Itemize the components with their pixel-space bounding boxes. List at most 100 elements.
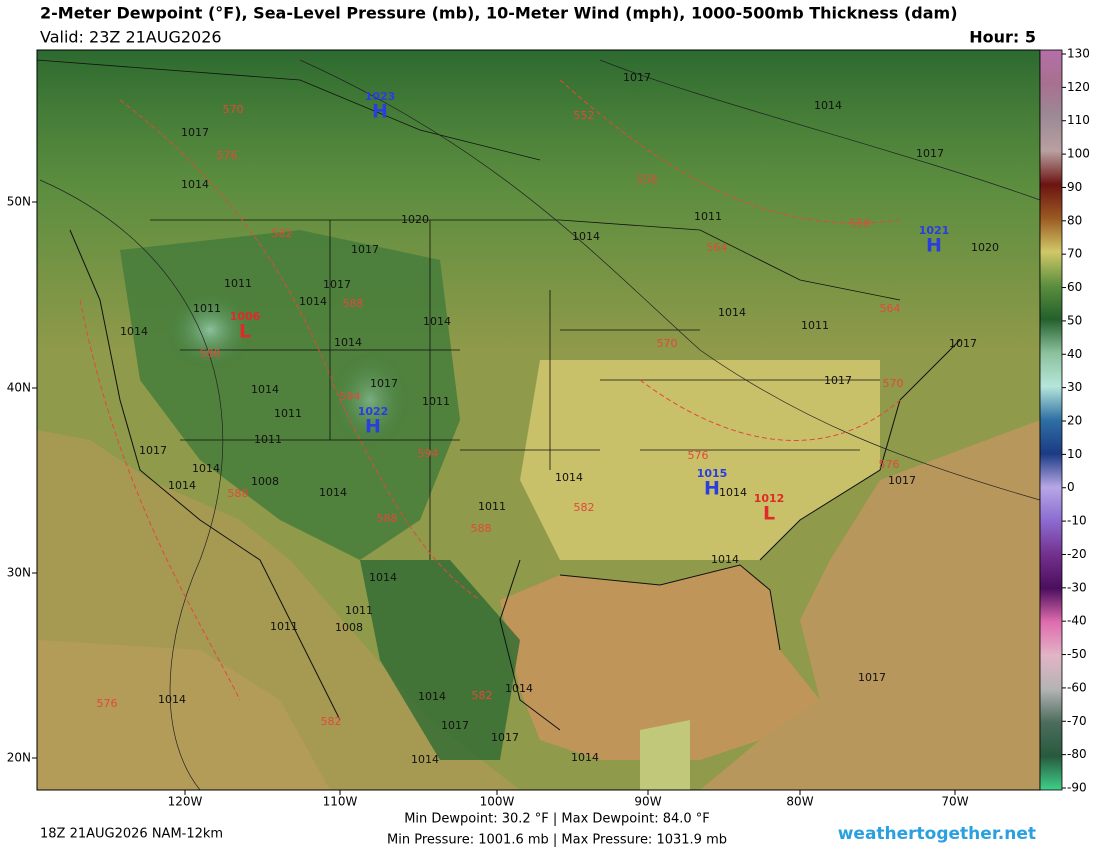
isobar-label: 1014 [814, 99, 842, 112]
colorbar-label: -10 [1067, 514, 1087, 528]
center-letter: H [926, 235, 942, 257]
isobar-label: 1017 [824, 374, 852, 387]
thickness-label: 552 [574, 109, 595, 122]
map [37, 50, 1040, 790]
colorbar-label: -70 [1067, 714, 1087, 728]
lon-label: 80W [786, 795, 813, 809]
thickness-contours [79, 79, 901, 701]
thickness-label: 564 [880, 302, 901, 315]
thickness-label: 558 [637, 173, 658, 186]
isobar-label: 1011 [274, 407, 302, 420]
isobar-label: 1017 [441, 719, 469, 732]
colorbar-label: -40 [1067, 614, 1087, 628]
isobar-label: 1014 [334, 336, 362, 349]
colorbar-label: 110 [1067, 113, 1090, 127]
thickness-label: 576 [879, 458, 900, 471]
isobar-label: 1017 [323, 278, 351, 291]
isobar-label: 1011 [478, 500, 506, 513]
thickness-label: 588 [200, 347, 221, 360]
isobar-label: 1017 [949, 337, 977, 350]
coastline [69, 229, 961, 731]
isobar-label: 1014 [411, 753, 439, 766]
isobar-label: 1014 [572, 230, 600, 243]
isobar-label: 1011 [270, 620, 298, 633]
colorbar-label: 70 [1067, 247, 1082, 261]
thickness-label: 588 [343, 297, 364, 310]
isobar-label: 1011 [801, 319, 829, 332]
thickness-label: 582 [472, 689, 493, 702]
colorbar-label: -60 [1067, 680, 1087, 694]
thickness-label: 576 [217, 149, 238, 162]
isobar-label: 1017 [491, 731, 519, 744]
isobar-label: 1014 [251, 383, 279, 396]
colorbar-label: 50 [1067, 313, 1082, 327]
pacific-south [37, 640, 330, 790]
lat-label: 40N [7, 381, 31, 395]
lon-label: 70W [941, 795, 968, 809]
yucatan [640, 720, 690, 790]
isobar-label: 1017 [181, 126, 209, 139]
center-value: 1006 [230, 310, 261, 323]
gulf-of-mexico [500, 565, 820, 760]
isobar-label: 1011 [224, 277, 252, 290]
center-letter: H [372, 101, 388, 123]
center-value: 1021 [919, 224, 950, 237]
isobar-label: 1017 [370, 377, 398, 390]
isobar-label: 1014 [319, 486, 347, 499]
isobar-label: 1014 [719, 486, 747, 499]
pressure-stats: Min Pressure: 1001.6 mb | Max Pressure: … [387, 833, 727, 848]
isobar-label: 1014 [505, 682, 533, 695]
forecast-hour: Hour: 5 [969, 28, 1036, 47]
thickness-label: 576 [97, 697, 118, 710]
thickness-label: 558 [850, 217, 871, 230]
isobar-label: 1017 [916, 147, 944, 160]
center-value: 1022 [358, 405, 389, 418]
thickness-label: 564 [707, 241, 728, 254]
isobar-label: 1017 [623, 71, 651, 84]
lat-label: 50N [7, 195, 31, 209]
colorbar-label: 100 [1067, 147, 1090, 161]
isobar-label: 1017 [858, 671, 886, 684]
thickness-label: 582 [321, 715, 342, 728]
center-value: 1023 [365, 90, 396, 103]
lon-label: 110W [323, 795, 358, 809]
thickness-label: 588 [471, 522, 492, 535]
isobar-label: 1011 [422, 395, 450, 408]
isobar-label: 1017 [351, 243, 379, 256]
rockies-dry [330, 350, 410, 450]
colorbar-label: 20 [1067, 414, 1082, 428]
colorbar-label: 40 [1067, 347, 1082, 361]
colorbar-label: 30 [1067, 380, 1082, 394]
isobar-label: 1014 [181, 178, 209, 191]
center-value: 1015 [697, 467, 728, 480]
center-letter: H [365, 416, 381, 438]
lon-label: 100W [480, 795, 515, 809]
southeast-humid [520, 360, 880, 560]
thickness-label: 582 [272, 227, 293, 240]
isobar-label: 1014 [418, 690, 446, 703]
colorbar-label: 60 [1067, 280, 1082, 294]
colorbar-label: -50 [1067, 647, 1087, 661]
center-letter: L [239, 321, 251, 343]
boundaries [37, 59, 901, 560]
isobar-label: 1011 [254, 433, 282, 446]
isobar-label: 1020 [971, 241, 999, 254]
center-value: 1012 [754, 492, 785, 505]
mexico-terrain [360, 560, 520, 760]
thickness-label: 588 [228, 487, 249, 500]
lon-label: 90W [634, 795, 661, 809]
isobar-label: 1014 [192, 462, 220, 475]
lon-label: 120W [168, 795, 203, 809]
isobar-label: 1008 [335, 621, 363, 634]
center-letter: H [704, 478, 720, 500]
isobar-label: 1011 [345, 604, 373, 617]
atlantic [700, 420, 1040, 790]
isobar-label: 1014 [158, 693, 186, 706]
thickness-label: 594 [418, 447, 439, 460]
isobar-label: 1014 [168, 479, 196, 492]
isobar-label: 1014 [711, 553, 739, 566]
isobar-label: 1017 [888, 474, 916, 487]
model-run: 18Z 21AUG2026 NAM-12km [40, 827, 223, 842]
title: 2-Meter Dewpoint (°F), Sea-Level Pressur… [40, 4, 958, 23]
